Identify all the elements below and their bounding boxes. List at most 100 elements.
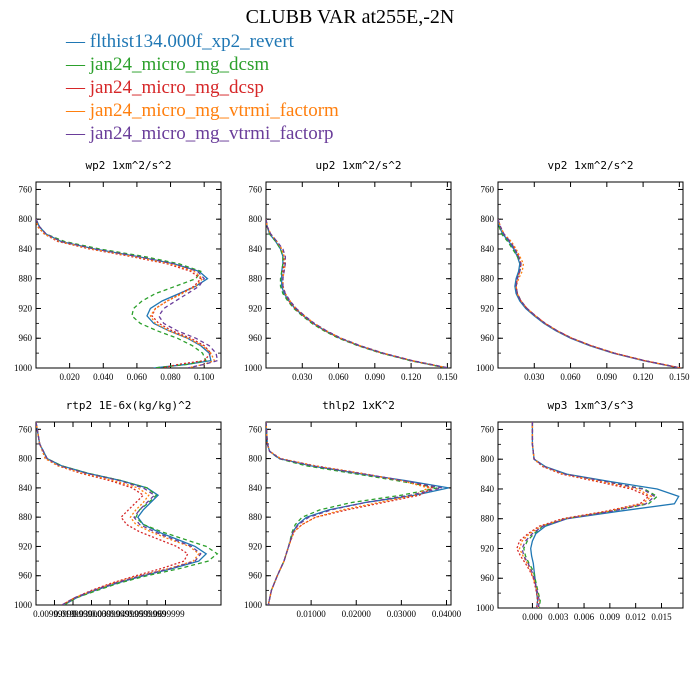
y-tick-label: 760 <box>249 184 263 194</box>
y-tick-label: 1000 <box>14 363 33 373</box>
legend-entry-3: — jan24_micro_mg_dcsp <box>66 76 339 99</box>
series-line-2 <box>266 422 438 605</box>
y-tick-label: 800 <box>249 454 263 464</box>
x-tick-label: 0.150 <box>669 372 690 382</box>
series-line-1 <box>498 219 680 368</box>
x-tick-label: 0.009 <box>600 612 621 622</box>
x-tick-label: 0.012 <box>626 612 646 622</box>
x-tick-label: 0.100 <box>194 372 215 382</box>
series-group <box>498 218 681 368</box>
x-tick-label: 0.03000 <box>387 609 417 619</box>
x-tick-label: 0.090 <box>365 372 386 382</box>
y-tick-label: 880 <box>249 512 263 522</box>
x-tick-label: 0.030 <box>524 372 545 382</box>
y-tick-label: 840 <box>249 483 263 493</box>
x-tick-label: 0.0300000 <box>72 609 111 619</box>
y-tick-label: 880 <box>249 274 263 284</box>
y-tick-label: 840 <box>19 244 33 254</box>
y-tick-label: 840 <box>249 244 263 254</box>
y-tick-label: 960 <box>19 571 33 581</box>
series-line-5 <box>36 422 202 605</box>
y-tick-label: 920 <box>249 303 263 313</box>
series-line-1 <box>266 422 449 605</box>
x-tick-label: 0.120 <box>401 372 422 382</box>
x-tick-label: 0.150 <box>437 372 458 382</box>
x-tick-label: 0.015 <box>651 612 672 622</box>
series-line-1 <box>36 422 208 605</box>
plot-frame <box>265 181 452 369</box>
series-line-2 <box>266 219 447 368</box>
y-tick-label: 760 <box>249 424 263 434</box>
y-tick-label: 920 <box>19 541 33 551</box>
figure-title: CLUBB VAR at255E,-2N <box>245 6 455 28</box>
x-tick-label: 0.0199999 <box>54 609 93 619</box>
y-tick-label: 880 <box>481 274 495 284</box>
y-tick-label: 960 <box>481 573 495 583</box>
y-tick-label: 960 <box>481 333 495 343</box>
y-tick-label: 960 <box>249 333 263 343</box>
panel-title: up2 1xm^2/s^2 <box>315 159 401 172</box>
x-tick-label: 0.020 <box>60 372 81 382</box>
y-tick-label: 760 <box>481 184 495 194</box>
panel-5: thlp2 1xK^2 760 800 840 880 920 960 1000 0.01000… <box>244 399 462 619</box>
x-tick-label: 0.0599999 <box>128 609 167 619</box>
plot-frame <box>35 181 222 369</box>
y-tick-label: 880 <box>481 514 495 524</box>
series-line-4 <box>498 218 681 368</box>
legend-label: flthist134.000f_xp2_revert <box>89 31 294 52</box>
y-tick-label: 800 <box>19 454 33 464</box>
y-tick-label: 1000 <box>244 363 263 373</box>
legend-label: jan24_micro_mg_dcsp <box>89 77 264 98</box>
series-group <box>36 218 219 368</box>
plot-frame <box>265 421 452 606</box>
y-tick-label: 920 <box>249 541 263 551</box>
series-group <box>516 422 680 608</box>
x-tick-label: 0.060 <box>560 372 581 382</box>
x-tick-label: 0.02000 <box>342 609 372 619</box>
x-tick-label: 0.060 <box>328 372 349 382</box>
y-tick-label: 1000 <box>244 600 263 610</box>
series-line-4 <box>36 422 200 605</box>
legend-line-marker: — <box>66 54 90 75</box>
y-tick-label: 800 <box>19 214 33 224</box>
y-tick-label: 1000 <box>14 600 33 610</box>
y-tick-label: 1000 <box>476 363 495 373</box>
y-tick-label: 800 <box>481 214 495 224</box>
x-tick-label: 0.04000 <box>432 609 462 619</box>
series-line-3 <box>36 422 189 605</box>
panel-4: rtp2 1E-6x(kg/kg)^2 760 800 840 880 920 960 100… <box>14 399 222 619</box>
x-tick-label: 0.120 <box>633 372 654 382</box>
y-tick-label: 960 <box>249 571 263 581</box>
panel-1: wp2 1xm^2/s^2 760 800 840 880 920 960 1000 0.020… <box>14 159 222 382</box>
x-tick-label: 0.003 <box>548 612 569 622</box>
series-line-5 <box>266 422 443 605</box>
y-tick-label: 760 <box>19 184 33 194</box>
x-tick-label: 0.00999999 <box>33 609 76 619</box>
x-tick-label: 0.030 <box>292 372 313 382</box>
x-tick-label: 0.080 <box>160 372 181 382</box>
panel-title: thlp2 1xK^2 <box>322 399 395 412</box>
panel-title: vp2 1xm^2/s^2 <box>547 159 633 172</box>
y-tick-label: 760 <box>481 424 495 434</box>
plot-frame <box>497 181 684 369</box>
series-line-2 <box>36 422 219 605</box>
x-tick-label: 0.0699999 <box>146 609 185 619</box>
series-line-3 <box>266 422 435 605</box>
x-tick-label: 0.01000 <box>296 609 326 619</box>
series-line-1 <box>530 422 680 608</box>
series-line-4 <box>518 422 653 608</box>
legend-entry-4: — jan24_micro_mg_vtrmi_factorm <box>66 99 339 122</box>
x-tick-label: 0.0499999 <box>109 609 148 619</box>
series-line-4 <box>266 422 431 605</box>
series-line-5 <box>36 218 219 368</box>
series-group <box>266 422 449 605</box>
y-tick-label: 800 <box>481 454 495 464</box>
series-line-5 <box>498 218 681 368</box>
panel-3: vp2 1xm^2/s^2 760 800 840 880 920 960 1000 0.030… <box>476 159 690 382</box>
y-tick-label: 920 <box>481 543 495 553</box>
y-tick-label: 840 <box>19 483 33 493</box>
y-tick-label: 840 <box>481 484 495 494</box>
series-line-3 <box>498 218 681 368</box>
legend-label: jan24_micro_mg_vtrmi_factorp <box>89 123 334 144</box>
legend: — flthist134.000f_xp2_revert — jan24_micr… <box>66 30 339 145</box>
